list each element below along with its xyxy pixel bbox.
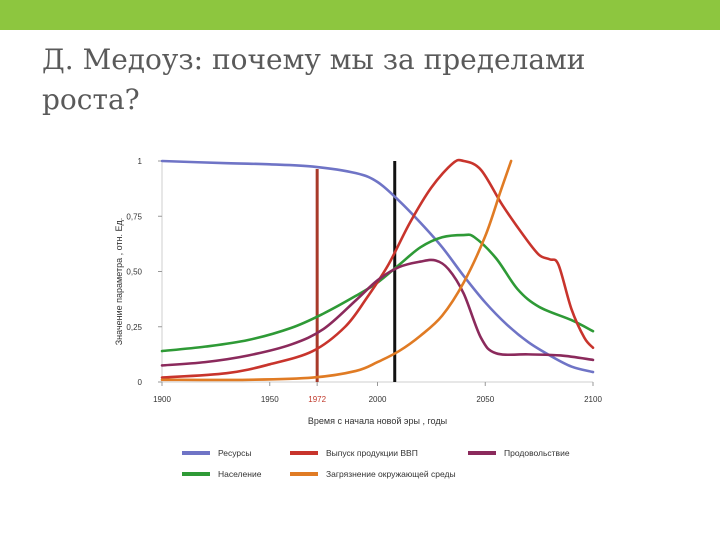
x-axis-title: Время с начала новой эры , годы <box>308 416 447 426</box>
y-tick-label: 0 <box>138 378 143 387</box>
series-line-3 <box>160 258 595 367</box>
series-line-2 <box>160 158 595 379</box>
legend-label: Ресурсы <box>218 448 252 458</box>
x-tick-label: 1900 <box>153 395 171 404</box>
y-axis-title: Значение параметра , отн. Ед. <box>114 218 124 346</box>
series-line-0 <box>160 159 595 374</box>
chart-axes <box>161 161 593 383</box>
x-tick-label: 2050 <box>476 395 494 404</box>
y-tick-label: 0,25 <box>126 323 142 332</box>
legend-label: Население <box>218 469 262 479</box>
y-tick-label: 0,75 <box>126 212 142 221</box>
legend-label: Продовольствие <box>504 448 570 458</box>
x-tick-label: 1950 <box>261 395 279 404</box>
series-line-4 <box>160 159 513 382</box>
x-tick-label: 2100 <box>584 395 602 404</box>
legend-label: Выпуск продукции ВВП <box>326 448 418 458</box>
chart-legend: Ресурсы Выпуск продукции ВВП Продовольстви… <box>182 448 570 479</box>
chart-series <box>160 158 595 382</box>
y-tick-label: 0,50 <box>126 268 142 277</box>
x-tick-label: 1972 <box>308 395 326 404</box>
legend-label: Загрязнение окружающей среды <box>326 469 456 479</box>
slide-top-bar <box>0 0 720 30</box>
slide-title: Д. Медоуз: почему мы за пределами роста? <box>42 43 586 116</box>
chart-ticks: 0 0,25 0,50 0,75 1 1900 1950 1972 2000 2050 2100 <box>126 157 602 404</box>
series-line-1 <box>160 233 595 353</box>
y-tick-label: 1 <box>138 157 143 166</box>
x-tick-label: 2000 <box>369 395 387 404</box>
